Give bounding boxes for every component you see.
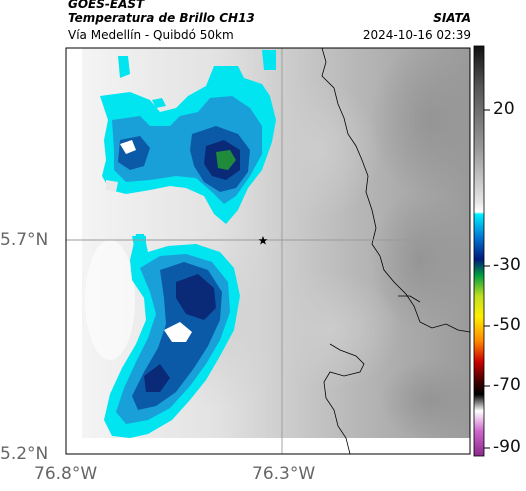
- colorbar-label: -50: [493, 315, 521, 335]
- cold-cloud-north: [100, 50, 276, 224]
- lon-tick-label: 76.3°W: [252, 464, 316, 484]
- lat-tick-label: 5.7°N: [0, 230, 49, 250]
- coastline: [321, 48, 470, 454]
- colorbar-ticks: [484, 109, 490, 449]
- map-frame: [65, 47, 471, 455]
- satellite-label: GOES-EAST: [68, 0, 145, 11]
- colorbar-label: -70: [493, 375, 521, 395]
- colorbar-label: 20: [493, 99, 515, 119]
- source-label: SIATA: [433, 11, 471, 25]
- cold-cloud-south: [104, 234, 240, 438]
- colorbar: [473, 45, 485, 457]
- location-star-icon: [258, 236, 268, 245]
- datetime-label: 2024-10-16 02:39: [362, 28, 471, 42]
- colorbar-label: -90: [493, 437, 521, 457]
- product-label: Temperatura de Brillo CH13: [68, 11, 255, 25]
- lat-tick-label: 5.2°N: [0, 444, 49, 464]
- lon-tick-label: 76.8°W: [34, 464, 98, 484]
- region-label: Vía Medellín - Quibdó 50km: [68, 28, 234, 42]
- colorbar-label: -30: [493, 255, 521, 275]
